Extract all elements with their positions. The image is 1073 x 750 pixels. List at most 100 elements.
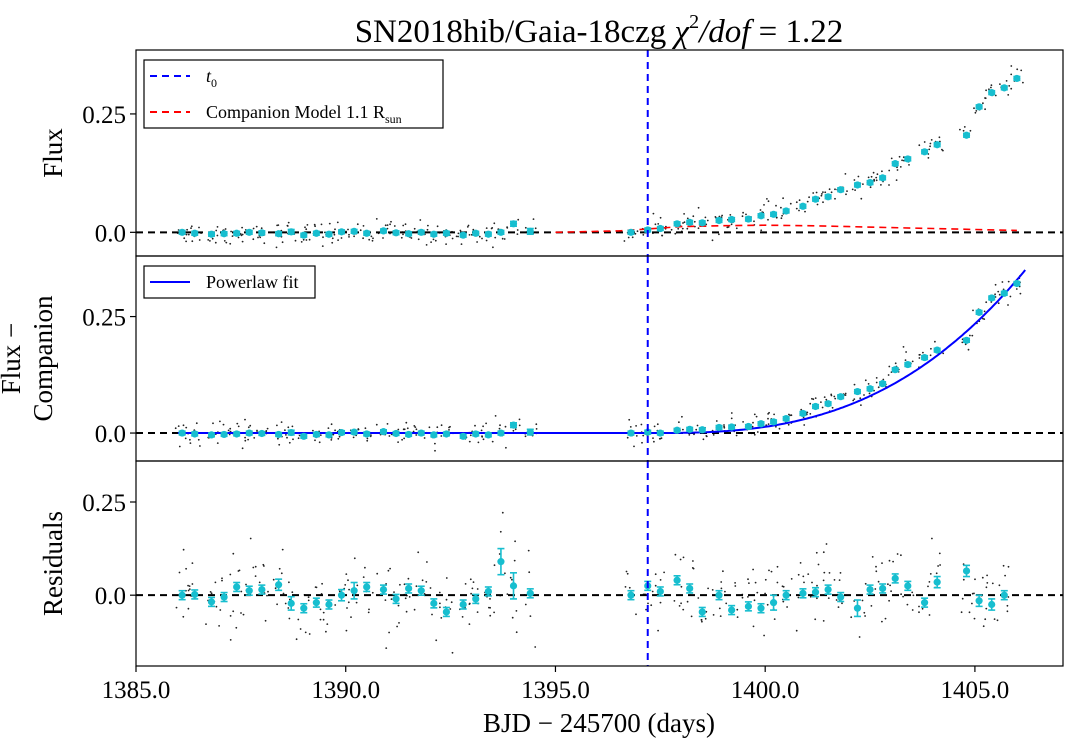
raw-point bbox=[873, 180, 876, 182]
raw-point bbox=[431, 613, 433, 616]
raw-point bbox=[314, 225, 316, 228]
raw-point bbox=[875, 381, 878, 384]
raw-point bbox=[322, 611, 325, 614]
raw-point bbox=[326, 623, 329, 625]
raw-point bbox=[745, 213, 747, 216]
binned-point bbox=[497, 228, 505, 236]
raw-point bbox=[524, 603, 527, 606]
raw-point bbox=[362, 576, 365, 578]
raw-point bbox=[403, 437, 405, 440]
raw-point bbox=[871, 556, 874, 558]
raw-point bbox=[911, 360, 914, 363]
raw-point bbox=[700, 619, 703, 621]
raw-point bbox=[734, 582, 736, 584]
raw-point bbox=[908, 164, 910, 166]
raw-point bbox=[860, 197, 863, 200]
raw-point bbox=[929, 142, 932, 145]
raw-point bbox=[820, 401, 822, 403]
residuals-panel: 0.0 0.25 Residuals bbox=[38, 460, 1064, 667]
raw-point bbox=[229, 427, 232, 430]
raw-point bbox=[812, 192, 815, 194]
raw-point bbox=[472, 228, 475, 231]
raw-point bbox=[830, 191, 833, 194]
raw-point bbox=[773, 618, 776, 620]
raw-point bbox=[247, 426, 250, 429]
raw-point bbox=[353, 557, 356, 560]
raw-point bbox=[712, 434, 715, 436]
raw-point bbox=[895, 179, 898, 182]
raw-point bbox=[438, 591, 441, 594]
raw-point bbox=[918, 605, 920, 608]
raw-point bbox=[405, 610, 408, 613]
raw-point bbox=[983, 318, 986, 320]
raw-point bbox=[973, 592, 975, 595]
raw-point bbox=[267, 590, 269, 593]
raw-point bbox=[661, 234, 664, 237]
raw-point bbox=[266, 594, 268, 597]
raw-point bbox=[722, 570, 724, 573]
raw-point bbox=[376, 572, 379, 575]
raw-point bbox=[782, 600, 785, 603]
raw-point bbox=[457, 235, 459, 238]
raw-point bbox=[337, 437, 340, 440]
raw-point bbox=[723, 424, 725, 426]
binned-point bbox=[769, 599, 778, 607]
raw-point bbox=[721, 214, 723, 217]
raw-point bbox=[277, 437, 279, 440]
raw-point bbox=[706, 219, 709, 222]
binned-point bbox=[1000, 289, 1008, 297]
raw-point bbox=[888, 169, 891, 172]
raw-point bbox=[534, 227, 537, 230]
raw-point bbox=[652, 437, 654, 439]
binned-point bbox=[656, 429, 664, 437]
binned-point bbox=[337, 228, 346, 236]
raw-point bbox=[451, 651, 454, 654]
raw-point bbox=[445, 598, 448, 601]
raw-point bbox=[421, 579, 424, 582]
legend-label: t0 bbox=[206, 66, 217, 90]
raw-point bbox=[990, 84, 993, 87]
binned-point bbox=[275, 430, 283, 439]
raw-point bbox=[1019, 292, 1022, 295]
raw-point bbox=[822, 551, 825, 554]
raw-point bbox=[870, 175, 873, 178]
raw-point bbox=[691, 567, 694, 569]
binned-point bbox=[233, 583, 241, 591]
binned-point bbox=[233, 229, 241, 237]
raw-point bbox=[679, 558, 682, 561]
raw-point bbox=[299, 628, 302, 630]
raw-point bbox=[393, 225, 396, 227]
raw-point bbox=[968, 611, 971, 614]
raw-point bbox=[426, 228, 429, 231]
raw-point bbox=[482, 438, 485, 441]
raw-point bbox=[375, 423, 378, 426]
raw-point bbox=[884, 617, 887, 620]
raw-point bbox=[390, 220, 392, 223]
raw-point bbox=[986, 574, 988, 577]
raw-point bbox=[241, 226, 244, 229]
raw-point bbox=[659, 579, 662, 581]
raw-point bbox=[401, 438, 403, 441]
raw-point bbox=[788, 413, 790, 416]
chart-title-chi: χ bbox=[672, 14, 691, 50]
raw-point bbox=[494, 415, 497, 417]
raw-point bbox=[211, 237, 214, 240]
raw-point bbox=[834, 197, 836, 200]
raw-point bbox=[935, 572, 938, 575]
raw-point bbox=[425, 244, 428, 246]
raw-point bbox=[844, 392, 847, 395]
raw-point bbox=[348, 588, 350, 591]
raw-point bbox=[397, 428, 400, 431]
raw-point bbox=[959, 128, 961, 131]
raw-point bbox=[468, 603, 471, 605]
raw-point bbox=[659, 216, 662, 219]
raw-point bbox=[514, 540, 516, 543]
raw-point bbox=[221, 577, 223, 580]
binned-point bbox=[644, 428, 652, 436]
raw-point bbox=[468, 234, 471, 236]
binned-point bbox=[686, 584, 694, 593]
raw-point bbox=[440, 435, 443, 437]
raw-point bbox=[427, 224, 429, 227]
binned-point bbox=[312, 599, 320, 607]
raw-point bbox=[896, 169, 899, 171]
